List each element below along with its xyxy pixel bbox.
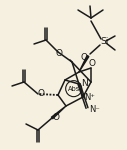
Text: O: O [81, 52, 88, 62]
Text: N⁺: N⁺ [85, 93, 95, 102]
Text: Si: Si [101, 38, 109, 46]
Text: N⁻: N⁻ [90, 105, 100, 114]
Polygon shape [51, 106, 66, 119]
Text: O: O [52, 112, 60, 122]
Text: O: O [89, 58, 96, 68]
Text: N: N [81, 80, 87, 88]
Text: O: O [37, 88, 44, 98]
Polygon shape [79, 56, 89, 72]
Text: O: O [55, 50, 62, 58]
Text: Abs: Abs [68, 86, 80, 92]
